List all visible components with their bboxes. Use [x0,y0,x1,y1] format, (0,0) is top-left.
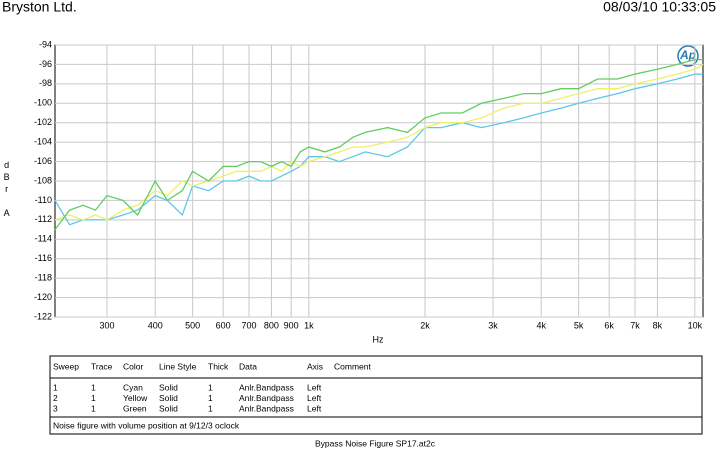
table-note: Noise figure with volume position at 9/1… [53,420,240,430]
x-tick-label: 7k [630,320,640,330]
y-tick-label: -98 [39,78,52,88]
x-tick-label: 5k [574,320,584,330]
x-tick-label: 500 [185,320,200,330]
table-cell: 1 [91,403,96,413]
x-tick-label: 10k [688,320,703,330]
x-tick-label: 600 [216,320,231,330]
table-header: Color [123,361,143,371]
table-cell: 2 [53,393,58,403]
y-tick-label: -106 [34,156,52,166]
table-cell: Green [123,403,147,413]
table-header: Comment [334,361,371,371]
x-tick-label: 400 [148,320,163,330]
table-cell: 1 [208,393,213,403]
table-cell: Solid [159,393,178,403]
table-cell: Left [307,382,322,392]
header-left: Bryston Ltd. [2,0,77,15]
table-cell: 1 [91,393,96,403]
table-cell: Anlr.Bandpass [239,393,294,403]
table-header: Sweep [53,361,79,371]
y-tick-label: -112 [35,214,52,224]
table-cell: Anlr.Bandpass [239,382,294,392]
y-tick-label: -118 [35,273,52,283]
x-tick-label: 2k [420,320,430,330]
x-tick-label: 800 [264,320,279,330]
x-tick-label: 8k [653,320,663,330]
table-cell: Solid [159,382,178,392]
x-tick-label: 700 [242,320,257,330]
x-tick-label: 4k [536,320,546,330]
series-line [54,63,704,221]
logo-ring [677,45,699,67]
y-tick-label: -120 [34,292,52,302]
series-line [54,58,703,230]
x-tick-label: 900 [284,320,299,330]
y-tick-label: -100 [34,98,52,108]
y-tick-label: -96 [39,59,52,69]
table-cell: 1 [91,382,96,392]
table-cell: Solid [159,403,178,413]
x-tick-label: 3k [488,320,498,330]
y-tick-label: -104 [34,137,52,147]
table-cell: 3 [53,403,58,413]
table-cell: Cyan [123,382,143,392]
table-cell: 1 [208,403,213,413]
table-header: Trace [91,361,113,371]
table-cell: Left [307,403,322,413]
y-tick-label: -122 [34,311,52,321]
y-tick-label: -116 [35,253,52,263]
header-right: 08/03/10 10:33:05 [603,0,716,15]
table-cell: Anlr.Bandpass [239,403,294,413]
table-cell: Yellow [123,393,148,403]
x-tick-label: 300 [99,320,114,330]
y-axis-label: dBr A [2,160,12,220]
x-tick-label: 1k [304,320,314,330]
x-axis-label: Hz [373,334,384,344]
y-tick-label: -110 [35,195,52,205]
table-cell: Left [307,393,322,403]
footer: Bypass Noise Figure SP17.at2c [315,438,436,448]
grid-layer [55,44,703,318]
y-tick-label: -102 [34,117,52,127]
table-cell: 1 [208,382,213,392]
x-tick-label: 6k [604,320,614,330]
table-header: Thick [208,361,229,371]
table-header: Data [239,361,257,371]
logo: Ap [679,48,696,62]
series-line [54,73,703,226]
y-tick-label: -108 [34,175,52,185]
table-header: Axis [307,361,323,371]
y-tick-label: -114 [35,234,52,244]
table-cell: 1 [53,382,58,392]
y-tick-label: -94 [39,39,52,49]
table-header: Line Style [159,361,197,371]
table-frame [49,355,703,435]
